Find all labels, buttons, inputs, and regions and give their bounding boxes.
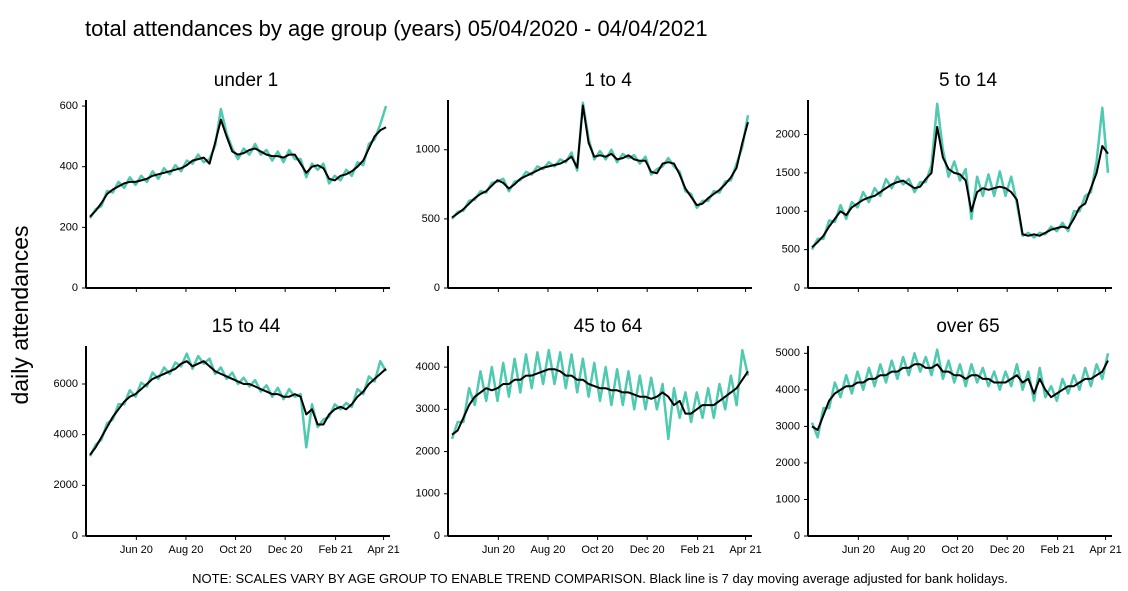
x-tick-label: Feb 21 xyxy=(1040,544,1074,556)
y-tick-label: 500 xyxy=(782,244,800,256)
y-tick-label: 2000 xyxy=(54,479,78,491)
y-tick-label: 0 xyxy=(72,530,78,542)
x-tick-label: Jun 20 xyxy=(842,544,875,556)
y-tick-label: 3000 xyxy=(776,420,800,432)
y-tick-label: 0 xyxy=(434,282,440,294)
x-tick-label: Apr 21 xyxy=(367,544,399,556)
average-line xyxy=(451,368,749,436)
note: NOTE: SCALES VARY BY AGE GROUP TO ENABLE… xyxy=(192,571,1008,586)
x-tick-label: Dec 20 xyxy=(630,544,665,556)
y-tick-label: 4000 xyxy=(54,429,78,441)
x-tick-label: Jun 20 xyxy=(120,544,153,556)
x-tick-label: Oct 20 xyxy=(219,544,251,556)
y-tick-label: 0 xyxy=(434,530,440,542)
panel-title: 5 to 14 xyxy=(939,70,998,91)
y-tick-label: 3000 xyxy=(416,403,440,415)
x-tick-label: Feb 21 xyxy=(318,544,352,556)
x-tick-label: Oct 20 xyxy=(581,544,613,556)
y-tick-label: 400 xyxy=(60,161,78,173)
x-tick-label: Apr 21 xyxy=(729,544,761,556)
y-axis-label: daily attendances xyxy=(7,225,33,404)
x-tick-label: Feb 21 xyxy=(680,544,714,556)
y-tick-label: 4000 xyxy=(776,384,800,396)
x-tick-label: Jun 20 xyxy=(482,544,515,556)
x-tick-label: Dec 20 xyxy=(268,544,303,556)
y-tick-label: 0 xyxy=(794,282,800,294)
panel-title: 15 to 44 xyxy=(212,316,281,337)
x-tick-label: Apr 21 xyxy=(1089,544,1121,556)
average-line xyxy=(89,118,387,218)
panel-title: 45 to 64 xyxy=(574,316,643,337)
daily-line xyxy=(88,352,388,457)
x-tick-label: Aug 20 xyxy=(169,544,204,556)
daily-line xyxy=(450,348,750,441)
y-tick-label: 1000 xyxy=(416,144,440,156)
average-line xyxy=(811,360,1109,431)
average-line xyxy=(811,125,1109,249)
y-tick-label: 1000 xyxy=(776,493,800,505)
x-tick-label: Oct 20 xyxy=(941,544,973,556)
daily-line xyxy=(810,348,1110,439)
average-line xyxy=(451,104,749,219)
panel-title: 1 to 4 xyxy=(584,70,632,91)
y-tick-label: 1000 xyxy=(416,488,440,500)
y-tick-label: 0 xyxy=(794,530,800,542)
x-tick-label: Aug 20 xyxy=(531,544,566,556)
y-tick-label: 2000 xyxy=(776,457,800,469)
y-tick-label: 2000 xyxy=(776,128,800,140)
x-tick-label: Dec 20 xyxy=(990,544,1025,556)
average-line xyxy=(89,360,387,456)
daily-line xyxy=(88,105,388,219)
y-tick-label: 4000 xyxy=(416,361,440,373)
y-tick-label: 1500 xyxy=(776,167,800,179)
panel-title: over 65 xyxy=(936,316,999,337)
y-tick-label: 5000 xyxy=(776,347,800,359)
chart-title: total attendances by age group (years) 0… xyxy=(85,16,708,41)
x-tick-label: Aug 20 xyxy=(891,544,926,556)
y-tick-label: 200 xyxy=(60,221,78,233)
y-tick-label: 500 xyxy=(422,213,440,225)
y-tick-label: 600 xyxy=(60,100,78,112)
y-tick-label: 2000 xyxy=(416,445,440,457)
y-tick-label: 6000 xyxy=(54,378,78,390)
y-tick-label: 0 xyxy=(72,282,78,294)
y-tick-label: 1000 xyxy=(776,205,800,217)
panel-title: under 1 xyxy=(214,70,278,91)
